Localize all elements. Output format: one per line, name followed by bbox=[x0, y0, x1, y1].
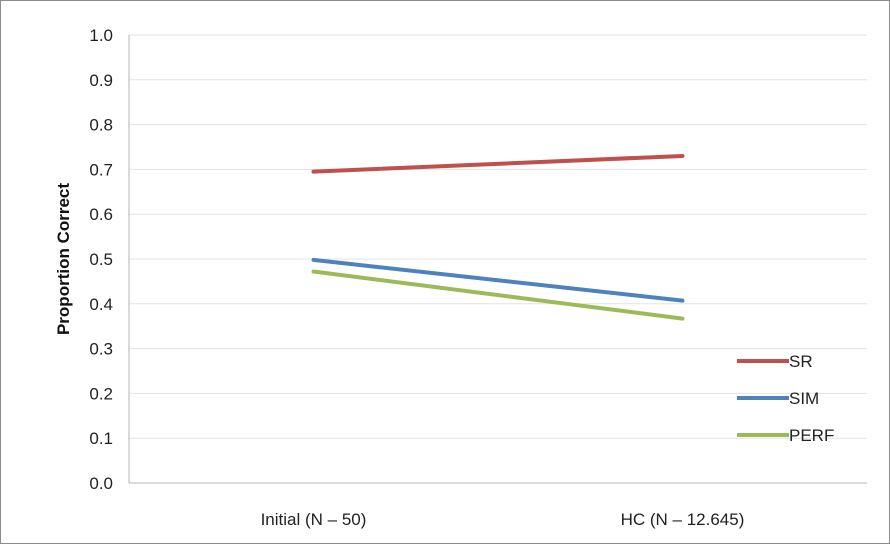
legend-label-sim: SIM bbox=[789, 389, 819, 408]
y-tick-label: 0.6 bbox=[89, 205, 113, 224]
x-tick-label: HC (N – 12.645) bbox=[621, 510, 745, 529]
gridlines bbox=[129, 34, 867, 439]
series-line-sim bbox=[311, 257, 685, 303]
y-tick-label: 0.2 bbox=[89, 384, 113, 403]
y-tick-label: 1.0 bbox=[89, 26, 113, 45]
legend-label-perf: PERF bbox=[789, 426, 834, 445]
series-line-perf bbox=[311, 269, 685, 321]
legend: SR SIM PERF bbox=[737, 352, 834, 445]
y-tick-label: 0.9 bbox=[89, 71, 113, 90]
y-tick-label: 0.5 bbox=[89, 250, 113, 269]
series-line-sr bbox=[311, 153, 685, 174]
series-lines bbox=[311, 153, 685, 321]
y-tick-label: 0.0 bbox=[89, 474, 113, 493]
y-axis-title: Proportion Correct bbox=[54, 183, 73, 335]
x-tick-label: Initial (N – 50) bbox=[261, 510, 367, 529]
legend-label-sr: SR bbox=[789, 352, 813, 371]
y-tick-label: 0.4 bbox=[89, 295, 113, 314]
y-tick-label: 0.1 bbox=[89, 429, 113, 448]
y-tick-label: 0.8 bbox=[89, 116, 113, 135]
axes bbox=[128, 35, 867, 484]
x-tick-labels: Initial (N – 50) HC (N – 12.645) bbox=[261, 510, 745, 529]
y-tick-label: 0.3 bbox=[89, 340, 113, 359]
y-tick-label: 0.7 bbox=[89, 160, 113, 179]
y-tick-labels: 0.0 0.1 0.2 0.3 0.4 0.5 0.6 0.7 0.8 0.9 1.0 bbox=[89, 26, 113, 493]
